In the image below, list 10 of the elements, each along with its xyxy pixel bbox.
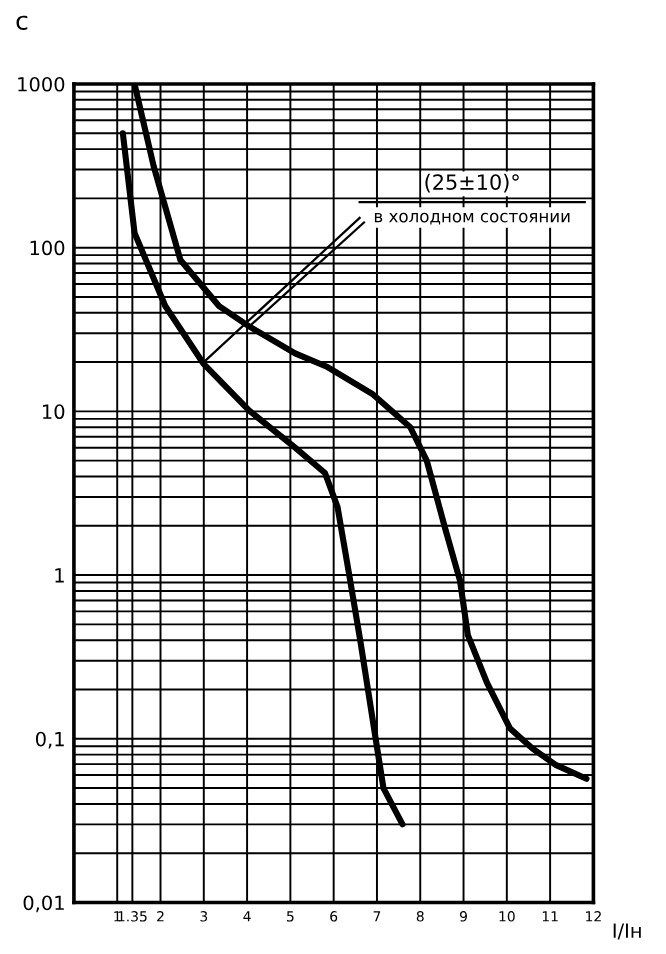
y-tick-label: 0,1	[35, 731, 64, 749]
y-tick-label: 100	[30, 240, 65, 256]
annotation: (25±10)°	[425, 173, 519, 193]
y-tick-label: 10	[42, 404, 65, 420]
x-axis-title: I/Iн	[613, 923, 641, 940]
annotation: в холодном состоянии	[374, 212, 570, 225]
y-tick-label: 1000	[18, 76, 65, 92]
y-axis-title: c	[16, 15, 28, 30]
y-tick-label: 1	[55, 568, 64, 583]
y-tick-label: 0,01	[23, 895, 64, 913]
